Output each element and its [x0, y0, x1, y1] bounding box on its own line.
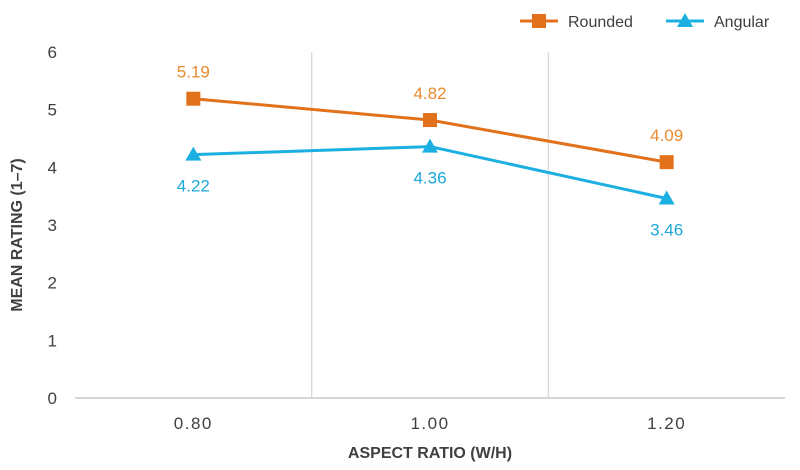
legend-item-rounded: Rounded [520, 14, 633, 31]
series-lines [185, 91, 675, 205]
y-tick-label: 1 [48, 331, 57, 350]
rounded-data-label: 4.09 [650, 126, 683, 145]
y-tick-label: 6 [48, 43, 57, 62]
legend-label-angular: Angular [714, 14, 770, 31]
axes: 0 1 2 3 4 5 6 0.80 1.00 1.20 [48, 43, 785, 433]
angular-data-point [658, 190, 675, 205]
rounded-data-point [659, 155, 674, 170]
x-tick-label: 0.80 [174, 414, 213, 433]
y-tick-label: 5 [48, 101, 57, 120]
x-axis-title: ASPECT RATIO (W/H) [348, 445, 512, 462]
legend: Rounded Angular [520, 13, 770, 31]
x-tick-label: 1.00 [410, 414, 449, 433]
angular-data-point [422, 138, 438, 153]
legend-marker-angular [677, 13, 693, 27]
data-labels: 5.19 4.82 4.09 4.22 4.36 3.46 [177, 63, 683, 240]
legend-item-angular: Angular [666, 13, 770, 31]
y-tick-label: 0 [48, 389, 57, 408]
rounded-data-point [186, 91, 201, 106]
angular-data-label: 4.22 [177, 177, 210, 196]
x-tick-label: 1.20 [647, 414, 686, 433]
rounded-data-point [423, 113, 437, 128]
angular-data-label: 3.46 [650, 220, 683, 239]
legend-label-rounded: Rounded [568, 14, 633, 31]
grid-lines [311, 52, 549, 398]
y-tick-label: 3 [48, 216, 57, 235]
y-tick-label: 4 [48, 158, 57, 177]
rounded-data-label: 5.19 [177, 63, 210, 82]
y-tick-label: 2 [48, 274, 57, 293]
legend-marker-rounded [532, 14, 546, 28]
angular-data-point [185, 146, 202, 161]
rounded-data-label: 4.82 [413, 84, 446, 103]
angular-data-label: 4.36 [413, 169, 446, 188]
y-axis-title: MEAN RATING (1–7) [9, 158, 26, 312]
